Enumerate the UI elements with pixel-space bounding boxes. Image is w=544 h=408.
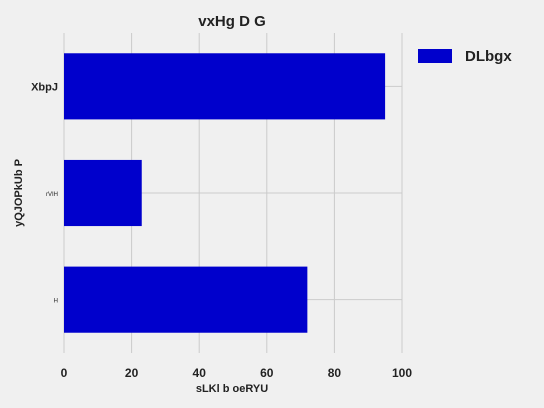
legend-swatch bbox=[418, 49, 452, 63]
x-tick-label: 20 bbox=[125, 366, 139, 380]
x-tick-label: 40 bbox=[193, 366, 207, 380]
bar bbox=[64, 53, 385, 119]
x-axis-label: sLKl b oeRYU bbox=[196, 383, 268, 395]
legend-label: DLbgx bbox=[465, 48, 512, 65]
bar bbox=[64, 267, 307, 333]
x-tick-labels: 0 20 40 60 80 100 bbox=[61, 366, 413, 380]
x-tick-label: 60 bbox=[260, 366, 274, 380]
y-tick-label: rVIH bbox=[46, 192, 58, 198]
x-tick-label: 0 bbox=[61, 366, 68, 380]
legend: DLbgx bbox=[418, 48, 512, 65]
y-tick-labels: XbpJ rVIH H bbox=[31, 81, 58, 304]
chart-title: vxHg D G bbox=[198, 13, 266, 30]
y-tick-label: XbpJ bbox=[31, 81, 58, 93]
x-tick-label: 100 bbox=[392, 366, 412, 380]
y-tick-label: H bbox=[54, 299, 58, 305]
x-tick-label: 80 bbox=[328, 366, 342, 380]
bar bbox=[64, 160, 142, 226]
y-axis-label: yQJOPkUb P bbox=[13, 159, 25, 227]
